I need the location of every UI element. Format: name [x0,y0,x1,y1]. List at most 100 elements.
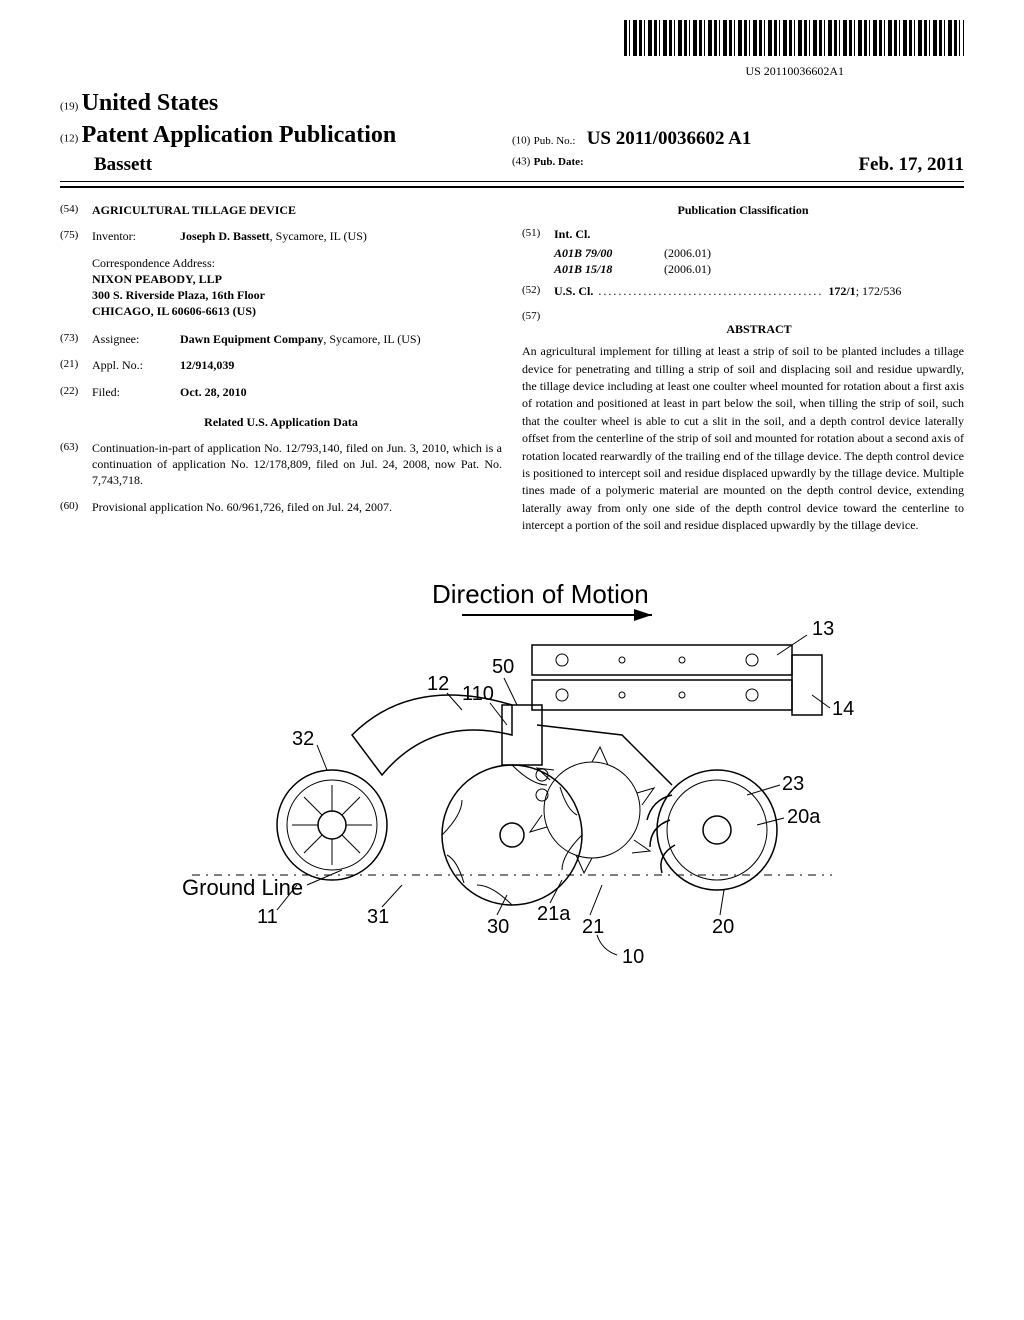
corr-line2: NIXON PEABODY, LLP [92,271,502,287]
f54-num: (54) [60,202,92,218]
fig-label-30: 30 [487,916,509,938]
intcl-1-code: A01B 79/00 [554,245,664,261]
pubdate-label: Pub. Date: [534,156,584,168]
f51-label: Int. Cl. [554,226,964,242]
correspondence-address: Correspondence Address: NIXON PEABODY, L… [60,255,502,320]
f51-num: (51) [522,226,554,242]
appl-no: 12/914,039 [180,357,502,373]
uscl-further: ; 172/536 [856,284,902,298]
invention-title: AGRICULTURAL TILLAGE DEVICE [92,202,502,218]
f52-line: U.S. Cl. ...............................… [554,283,964,299]
intcl-2-ver: (2006.01) [664,261,711,277]
figure-area: Direction of Motion Ground Line [60,575,964,975]
field-52: (52) U.S. Cl. ..........................… [522,283,964,299]
f75-label: Inventor: [92,228,180,244]
intcl-row-1: A01B 79/00 (2006.01) [554,245,964,261]
fig-label-12: 12 [427,673,449,695]
assignee-name: Dawn Equipment Company [180,332,323,346]
f21-num: (21) [60,357,92,373]
pubdate-line: (43) Pub. Date: Feb. 17, 2011 [512,152,964,178]
f60-num: (60) [60,499,92,515]
country-name: United States [82,90,219,116]
intcl-block: A01B 79/00 (2006.01) A01B 15/18 (2006.01… [522,245,964,277]
fig-label-32: 32 [292,728,314,750]
fig-label-13: 13 [812,618,834,640]
abstract-heading: ABSTRACT [554,321,964,337]
corr-line3: 300 S. Riverside Plaza, 16th Floor [92,287,502,303]
pubtype-line: (12) Patent Application Publication [60,119,512,151]
field-51: (51) Int. Cl. [522,226,964,242]
pubno-value: US 2011/0036602 A1 [587,128,752,149]
filed-date: Oct. 28, 2010 [180,384,502,400]
fig-label-23: 23 [782,773,804,795]
pubtype-prefix: (12) [60,133,78,145]
field-21: (21) Appl. No.: 12/914,039 [60,357,502,373]
field-60: (60) Provisional application No. 60/961,… [60,499,502,515]
fig-label-10: 10 [622,946,644,968]
bibliographic-data: (54) AGRICULTURAL TILLAGE DEVICE (75) In… [60,202,964,534]
intcl-1-ver: (2006.01) [664,245,711,261]
fig-label-11: 11 [257,906,278,928]
fig-label-14: 14 [832,698,854,720]
f52-dots: ........................................… [593,284,828,298]
pubno-prefix: (10) [512,134,530,146]
rule-thick [60,186,964,188]
country-line: (19) United States [60,87,512,119]
field-63: (63) Continuation-in-part of application… [60,440,502,489]
barcode-number: US 20110036602A1 [60,63,844,79]
f73-num: (73) [60,331,92,347]
fig-ground-label: Ground Line [182,875,303,900]
f73-value: Dawn Equipment Company, Sycamore, IL (US… [180,331,502,347]
corr-line1: Correspondence Address: [92,255,502,271]
fig-motion-label: Direction of Motion [432,579,649,609]
fig-label-110: 110 [462,683,494,705]
related-data-heading: Related U.S. Application Data [60,414,502,430]
abstract-text: An agricultural implement for tilling at… [522,343,964,534]
f73-label: Assignee: [92,331,180,347]
pubtype-text: Patent Application Publication [82,122,397,148]
inventor-loc: , Sycamore, IL (US) [270,229,367,243]
f52-label: U.S. Cl. [554,284,593,298]
field-57: (57) ABSTRACT [522,309,964,343]
biblio-right-col: Publication Classification (51) Int. Cl.… [522,202,964,534]
f63-num: (63) [60,440,92,489]
barcode-area [60,20,964,61]
inventor-name: Joseph D. Bassett [180,229,270,243]
f52-num: (52) [522,283,554,299]
biblio-left-col: (54) AGRICULTURAL TILLAGE DEVICE (75) In… [60,202,502,534]
classification-heading: Publication Classification [522,202,964,218]
field-54: (54) AGRICULTURAL TILLAGE DEVICE [60,202,502,218]
fig-label-21: 21 [582,916,604,938]
patent-figure: Direction of Motion Ground Line [152,575,872,975]
uscl-main: 172/1 [828,284,855,298]
field-73: (73) Assignee: Dawn Equipment Company, S… [60,331,502,347]
f22-num: (22) [60,384,92,400]
pubdate-prefix: (43) [512,155,530,167]
f75-num: (75) [60,228,92,244]
country-prefix: (19) [60,100,78,112]
f21-label: Appl. No.: [92,357,180,373]
f63-text: Continuation-in-part of application No. … [92,440,502,489]
fig-label-50: 50 [492,656,514,678]
fig-label-21a: 21a [537,903,571,925]
corr-line4: CHICAGO, IL 60606-6613 (US) [92,303,502,319]
field-75: (75) Inventor: Joseph D. Bassett, Sycamo… [60,228,502,244]
f22-label: Filed: [92,384,180,400]
intcl-row-2: A01B 15/18 (2006.01) [554,261,964,277]
pubno-label: Pub. No.: [534,135,576,147]
fig-label-20a: 20a [787,806,821,828]
header-block: (19) United States (12) Patent Applicati… [60,87,964,177]
field-22: (22) Filed: Oct. 28, 2010 [60,384,502,400]
intcl-2-code: A01B 15/18 [554,261,664,277]
pubno-line: (10) Pub. No.: US 2011/0036602 A1 [512,126,964,152]
assignee-loc: , Sycamore, IL (US) [323,332,420,346]
f60-text: Provisional application No. 60/961,726, … [92,499,502,515]
inventor-surname: Bassett [60,152,512,178]
rule-thin [60,181,964,182]
pubdate-value: Feb. 17, 2011 [858,152,964,178]
f75-value: Joseph D. Bassett, Sycamore, IL (US) [180,228,502,244]
barcode-graphic [624,20,964,56]
f57-num: (57) [522,309,554,343]
fig-label-31: 31 [367,906,389,928]
fig-label-20: 20 [712,916,734,938]
